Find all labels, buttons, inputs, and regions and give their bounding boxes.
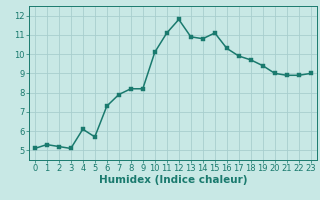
X-axis label: Humidex (Indice chaleur): Humidex (Indice chaleur) <box>99 175 247 185</box>
